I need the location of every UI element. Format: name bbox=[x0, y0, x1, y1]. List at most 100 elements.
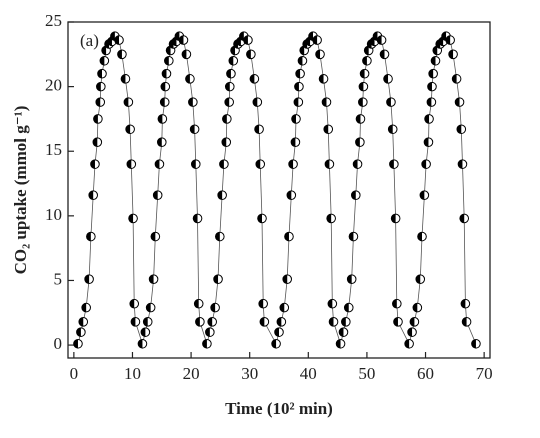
marker-half bbox=[153, 190, 158, 200]
marker-half bbox=[288, 159, 294, 169]
marker bbox=[88, 190, 99, 200]
marker-half bbox=[413, 303, 418, 312]
marker bbox=[358, 81, 369, 92]
marker bbox=[318, 74, 329, 84]
marker-half bbox=[182, 50, 187, 59]
marker bbox=[148, 274, 159, 284]
marker-half bbox=[127, 159, 132, 169]
marker bbox=[97, 68, 107, 79]
marker bbox=[142, 317, 153, 327]
marker-half bbox=[125, 124, 131, 134]
marker-half bbox=[420, 190, 425, 200]
marker bbox=[457, 159, 468, 169]
marker bbox=[252, 97, 263, 107]
marker bbox=[258, 298, 268, 309]
marker-half bbox=[459, 214, 465, 223]
marker-half bbox=[389, 159, 394, 169]
marker bbox=[259, 317, 270, 327]
marker-half bbox=[236, 37, 241, 46]
marker-half bbox=[107, 37, 112, 46]
marker-half bbox=[428, 69, 434, 78]
marker-half bbox=[360, 69, 365, 78]
marker bbox=[84, 274, 94, 284]
marker-half bbox=[207, 317, 213, 327]
marker-half bbox=[305, 37, 311, 46]
marker-half bbox=[274, 327, 279, 337]
marker-half bbox=[323, 124, 329, 134]
marker bbox=[160, 81, 171, 92]
marker bbox=[101, 45, 111, 56]
marker-half bbox=[448, 50, 454, 59]
marker-half bbox=[377, 35, 382, 45]
marker-half bbox=[455, 97, 460, 107]
marker-half bbox=[359, 82, 364, 91]
marker bbox=[123, 97, 134, 107]
marker bbox=[254, 124, 264, 135]
marker-half bbox=[344, 303, 349, 312]
marker-half bbox=[117, 50, 122, 59]
marker-half bbox=[131, 317, 136, 327]
marker bbox=[459, 213, 470, 224]
marker-half bbox=[299, 46, 305, 55]
marker bbox=[288, 159, 298, 169]
marker bbox=[315, 49, 325, 60]
marker bbox=[326, 213, 336, 224]
marker bbox=[424, 114, 434, 124]
marker bbox=[355, 137, 365, 147]
marker bbox=[383, 74, 393, 84]
marker bbox=[95, 97, 106, 107]
marker-half bbox=[432, 46, 438, 55]
marker bbox=[427, 81, 437, 92]
marker-half bbox=[157, 137, 162, 147]
marker-half bbox=[138, 339, 143, 349]
marker bbox=[193, 298, 204, 309]
marker bbox=[257, 213, 267, 224]
marker bbox=[178, 35, 189, 45]
marker-half bbox=[93, 137, 98, 147]
marker-half bbox=[287, 190, 292, 200]
marker-half bbox=[424, 137, 429, 147]
marker-half bbox=[253, 97, 258, 107]
marker-half bbox=[86, 232, 91, 241]
marker bbox=[286, 190, 297, 200]
marker bbox=[407, 327, 417, 337]
marker-half bbox=[188, 97, 193, 107]
marker bbox=[159, 97, 170, 107]
panel-annotation: (a) bbox=[80, 31, 99, 50]
marker bbox=[255, 159, 266, 169]
x-tick-label: 50 bbox=[358, 364, 375, 383]
marker-half bbox=[205, 327, 210, 337]
marker bbox=[114, 35, 124, 45]
marker bbox=[393, 317, 403, 327]
marker-half bbox=[143, 317, 148, 327]
marker bbox=[423, 137, 434, 147]
marker-half bbox=[239, 31, 244, 41]
marker-half bbox=[373, 31, 378, 41]
marker bbox=[137, 338, 148, 349]
marker-half bbox=[392, 299, 397, 309]
marker bbox=[415, 274, 426, 284]
y-tick-label: 5 bbox=[54, 269, 63, 288]
marker-half bbox=[415, 274, 421, 284]
marker-half bbox=[271, 339, 277, 349]
marker-half bbox=[219, 159, 224, 169]
marker-half bbox=[193, 214, 198, 223]
marker-half bbox=[431, 56, 436, 66]
marker-half bbox=[349, 232, 354, 241]
marker bbox=[291, 114, 301, 124]
marker-half bbox=[217, 190, 223, 200]
marker-half bbox=[228, 56, 234, 66]
marker bbox=[460, 298, 471, 309]
marker-half bbox=[325, 159, 330, 169]
marker-half bbox=[391, 214, 396, 223]
marker-half bbox=[129, 299, 135, 309]
marker bbox=[348, 231, 359, 242]
marker-half bbox=[458, 159, 463, 169]
marker-half bbox=[149, 274, 154, 284]
marker bbox=[456, 124, 467, 135]
marker-half bbox=[282, 274, 288, 284]
marker bbox=[129, 298, 140, 309]
marker-half bbox=[284, 232, 289, 241]
marker bbox=[290, 137, 301, 147]
marker-half bbox=[202, 339, 207, 349]
